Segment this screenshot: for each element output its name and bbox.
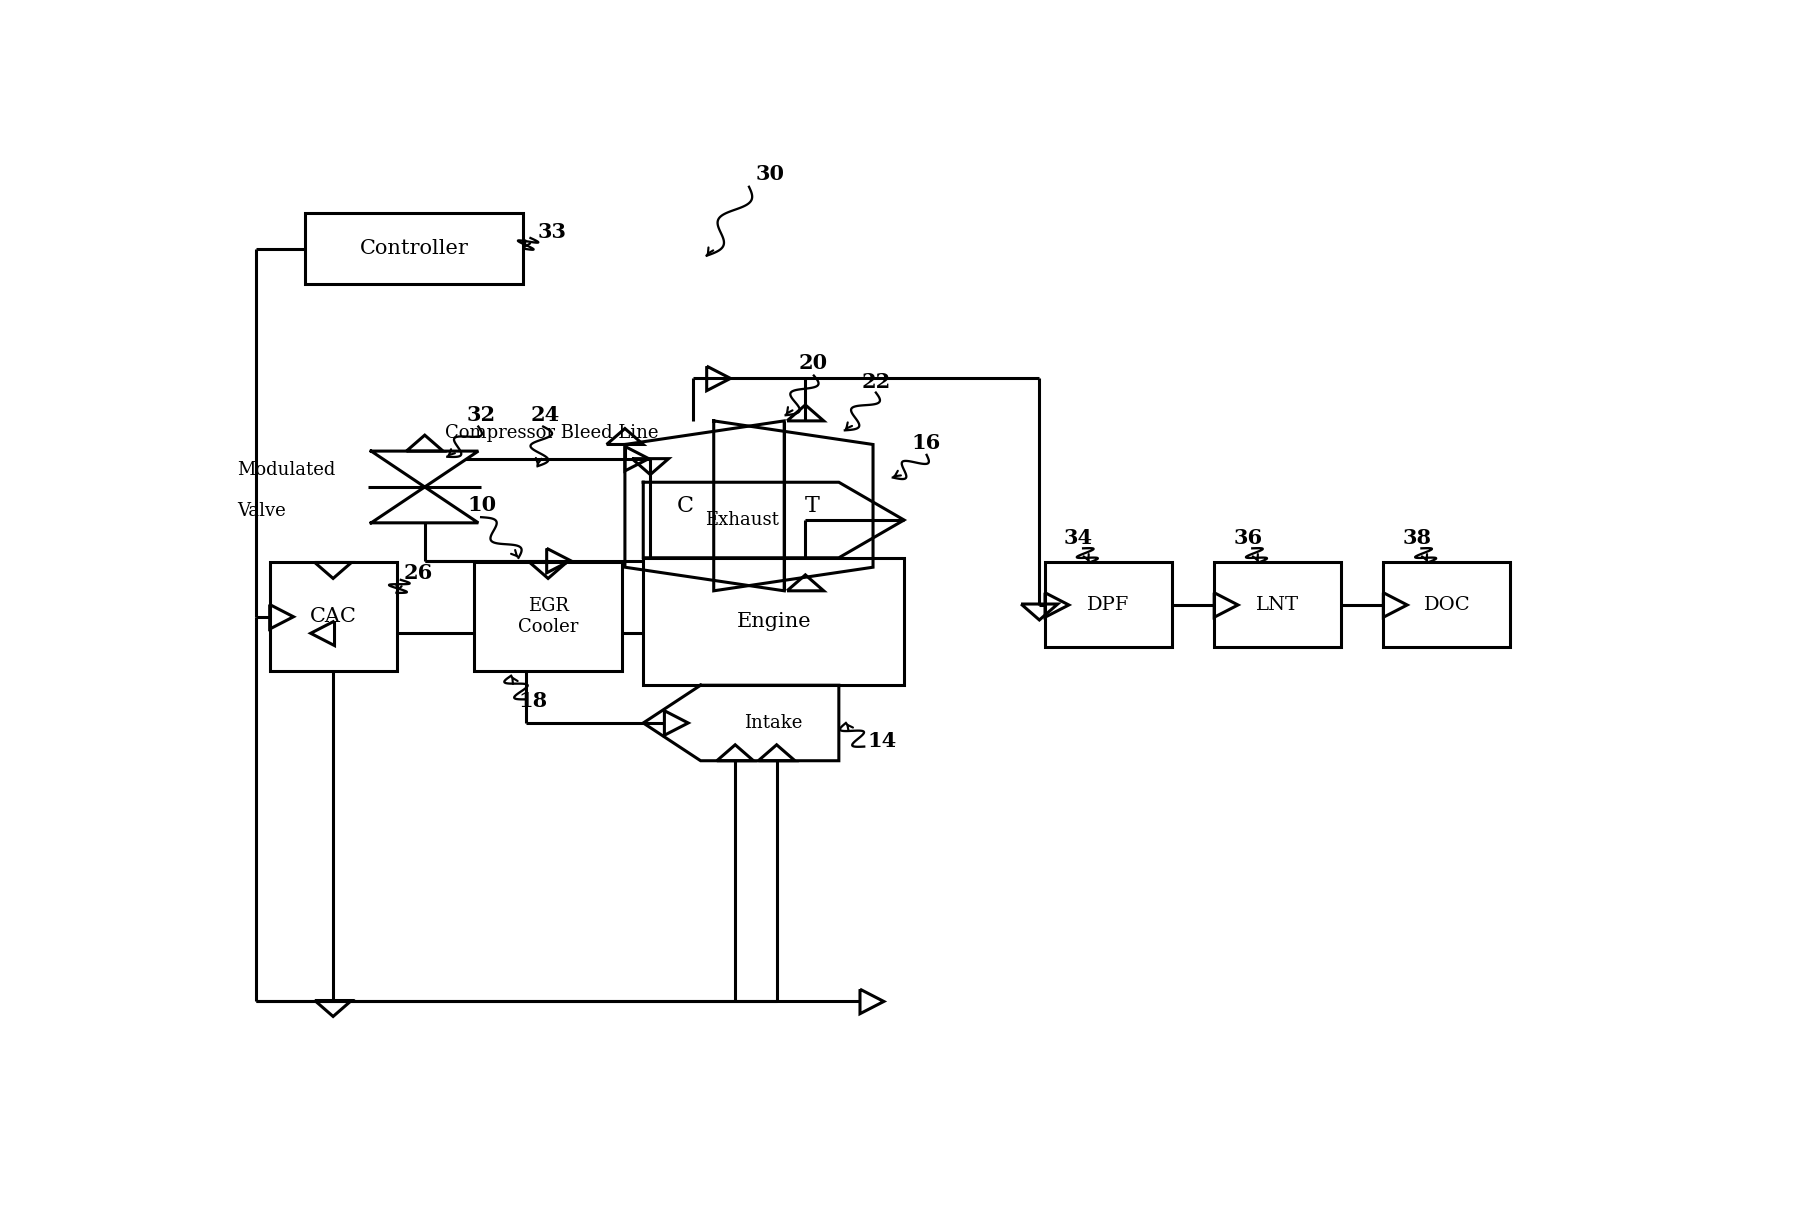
Bar bbox=[1382, 563, 1510, 647]
Text: EGR
Cooler: EGR Cooler bbox=[518, 597, 578, 636]
Text: C: C bbox=[677, 495, 695, 517]
Text: T: T bbox=[806, 495, 820, 517]
Text: Engine: Engine bbox=[737, 612, 811, 631]
Text: 14: 14 bbox=[868, 731, 897, 750]
Text: 38: 38 bbox=[1402, 527, 1432, 548]
Bar bbox=[644, 558, 904, 685]
Bar bbox=[269, 563, 397, 671]
Text: 32: 32 bbox=[467, 405, 497, 425]
Text: Exhaust: Exhaust bbox=[706, 511, 779, 528]
Text: Controller: Controller bbox=[360, 239, 469, 259]
Text: 26: 26 bbox=[404, 563, 433, 582]
Text: Compressor Bleed Line: Compressor Bleed Line bbox=[446, 424, 658, 441]
Polygon shape bbox=[371, 451, 478, 487]
Text: Intake: Intake bbox=[744, 714, 802, 732]
Polygon shape bbox=[644, 482, 904, 558]
Polygon shape bbox=[626, 421, 784, 591]
Text: 10: 10 bbox=[467, 494, 497, 515]
Polygon shape bbox=[644, 685, 839, 760]
Bar bbox=[475, 563, 622, 671]
Text: 30: 30 bbox=[757, 164, 786, 184]
Text: CAC: CAC bbox=[309, 607, 357, 626]
Polygon shape bbox=[371, 487, 478, 522]
Text: LNT: LNT bbox=[1257, 596, 1299, 614]
Text: 36: 36 bbox=[1233, 527, 1262, 548]
Bar bbox=[1215, 563, 1341, 647]
Polygon shape bbox=[713, 421, 873, 591]
Text: Valve: Valve bbox=[236, 501, 286, 520]
Bar bbox=[306, 213, 524, 284]
Text: DPF: DPF bbox=[1088, 596, 1130, 614]
Text: DOC: DOC bbox=[1424, 596, 1470, 614]
Text: 18: 18 bbox=[518, 691, 548, 711]
Text: 33: 33 bbox=[538, 222, 566, 242]
Text: 16: 16 bbox=[911, 433, 940, 454]
Text: 22: 22 bbox=[862, 371, 891, 392]
Text: 20: 20 bbox=[799, 353, 828, 373]
Bar bbox=[1044, 563, 1171, 647]
Text: Modulated: Modulated bbox=[236, 461, 337, 479]
Text: 34: 34 bbox=[1064, 527, 1093, 548]
Text: 24: 24 bbox=[531, 405, 560, 425]
